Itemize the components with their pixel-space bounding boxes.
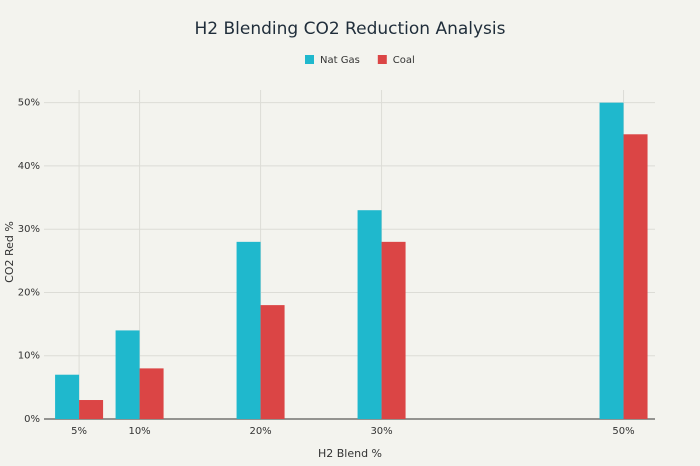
legend-label: Coal xyxy=(393,55,415,66)
chart-title: H2 Blending CO2 Reduction Analysis xyxy=(194,19,505,39)
bar xyxy=(381,241,406,419)
y-tick-label: 0% xyxy=(24,414,40,425)
legend-swatch xyxy=(305,55,314,64)
bar xyxy=(139,368,164,419)
bar xyxy=(236,241,261,419)
bar xyxy=(115,330,140,419)
x-tick-label: 50% xyxy=(612,426,634,437)
y-tick-label: 30% xyxy=(18,224,40,235)
y-tick-label: 40% xyxy=(18,161,40,172)
x-tick-label: 10% xyxy=(128,426,150,437)
bar xyxy=(55,374,80,419)
bar xyxy=(357,210,382,419)
bar xyxy=(260,305,285,419)
x-axis-label: H2 Blend % xyxy=(318,447,382,460)
legend-swatch xyxy=(377,55,387,64)
bar xyxy=(623,134,648,420)
bar xyxy=(79,400,104,419)
x-tick-label: 20% xyxy=(249,426,271,437)
y-tick-label: 50% xyxy=(18,98,40,109)
y-tick-label: 20% xyxy=(18,287,40,298)
y-tick-label: 10% xyxy=(18,351,40,362)
x-tick-label: 30% xyxy=(370,426,392,437)
x-tick-label: 5% xyxy=(71,426,87,437)
y-axis-label: CO2 Red % xyxy=(3,221,16,283)
legend-label: Nat Gas xyxy=(320,55,360,66)
bar xyxy=(599,102,624,420)
